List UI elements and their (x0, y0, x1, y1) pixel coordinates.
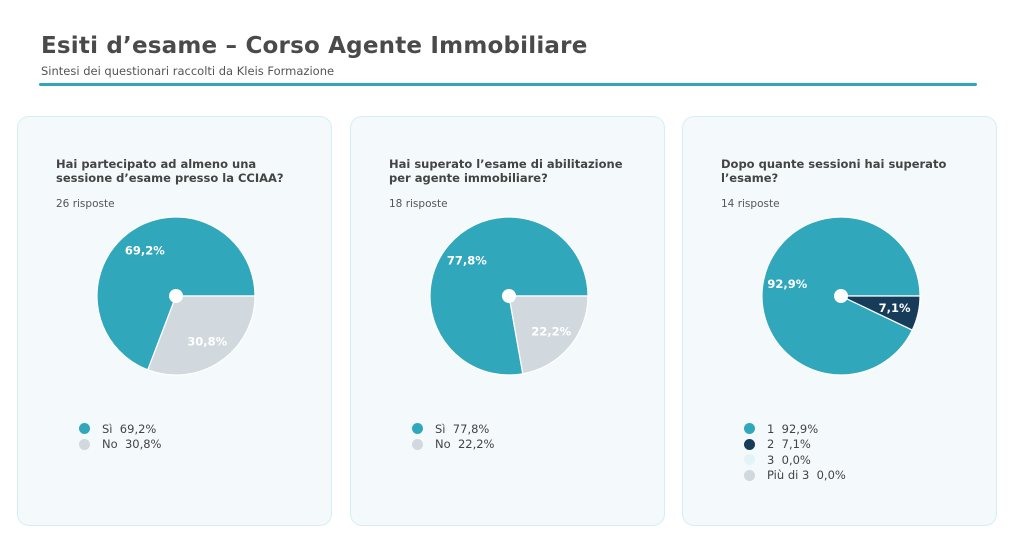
header-divider (39, 83, 977, 86)
pie-slice-2 (840, 295, 921, 331)
slice-value-label: 22,2% (531, 324, 571, 338)
legend-swatch (744, 423, 755, 435)
page-title: Esiti d’esame – Corso Agente Immobiliare (41, 33, 588, 59)
legend-label: Più di 3 0,0% (767, 468, 846, 483)
chart-card-superamento: Hai superato l’esame di abilitazione per… (350, 116, 665, 526)
slice-value-label: 7,1% (879, 301, 911, 315)
legend-label: 1 92,9% (767, 421, 819, 436)
legend-item-s: Sì 77,8% (412, 421, 494, 437)
legend-item-3: 3 0,0% (744, 452, 846, 468)
question-title: Dopo quante sessioni hai superato l’esam… (721, 157, 947, 185)
response-count: 14 risposte (721, 198, 780, 210)
chart-card-sessioni: Dopo quante sessioni hai superato l’esam… (682, 116, 997, 526)
response-count: 18 risposte (389, 198, 448, 210)
pie-center-dot (502, 289, 516, 303)
legend-label: 3 0,0% (767, 452, 811, 467)
question-title: Hai partecipato ad almeno una sessione d… (56, 157, 284, 185)
slice-value-label: 69,2% (125, 244, 165, 258)
legend-item-no: No 22,2% (412, 437, 494, 453)
legend-item-s: Sì 69,2% (79, 421, 161, 437)
pie-chart-partecipazione: 69,2% 30,8% (96, 216, 256, 376)
pie-center-dot (834, 289, 848, 303)
response-count: 26 risposte (56, 198, 115, 210)
slice-value-label: 77,8% (447, 254, 487, 268)
legend-swatch (744, 438, 755, 450)
legend-item-pi-di-3: Più di 3 0,0% (744, 468, 846, 484)
page-header: Esiti d’esame – Corso Agente Immobiliare… (41, 32, 977, 78)
legend-label: Sì 77,8% (435, 421, 490, 436)
legend-item-no: No 30,8% (79, 437, 161, 453)
slice-value-label: 92,9% (767, 277, 807, 291)
question-title: Hai superato l’esame di abilitazione per… (389, 157, 623, 185)
pie-slice-no (508, 295, 589, 375)
legend-label: 2 7,1% (767, 437, 811, 452)
legend-label: No 30,8% (102, 437, 162, 452)
legend-swatch (412, 423, 423, 435)
chart-legend: Sì 77,8% No 22,2% (412, 421, 494, 452)
pie-chart-superamento: 77,8% 22,2% (429, 216, 589, 376)
legend-swatch (79, 423, 90, 435)
legend-label: No 22,2% (435, 437, 495, 452)
pie-center-dot (169, 289, 183, 303)
legend-swatch (79, 438, 90, 450)
chart-legend: 1 92,9% 2 7,1% 3 0,0% Più di 3 0,0% (744, 421, 846, 483)
legend-item-2: 2 7,1% (744, 437, 846, 453)
chart-card-partecipazione: Hai partecipato ad almeno una sessione d… (17, 116, 332, 526)
legend-swatch (744, 454, 755, 466)
chart-legend: Sì 69,2% No 30,8% (79, 421, 161, 452)
page-subtitle: Sintesi dei questionari raccolti da Klei… (41, 64, 335, 78)
legend-swatch (744, 469, 755, 481)
pie-slice-no (147, 295, 256, 376)
slice-value-label: 30,8% (187, 334, 227, 348)
legend-swatch (412, 438, 423, 450)
legend-label: Sì 69,2% (102, 421, 157, 436)
legend-item-1: 1 92,9% (744, 421, 846, 437)
pie-chart-sessioni: 92,9% 7,1% (761, 216, 921, 376)
